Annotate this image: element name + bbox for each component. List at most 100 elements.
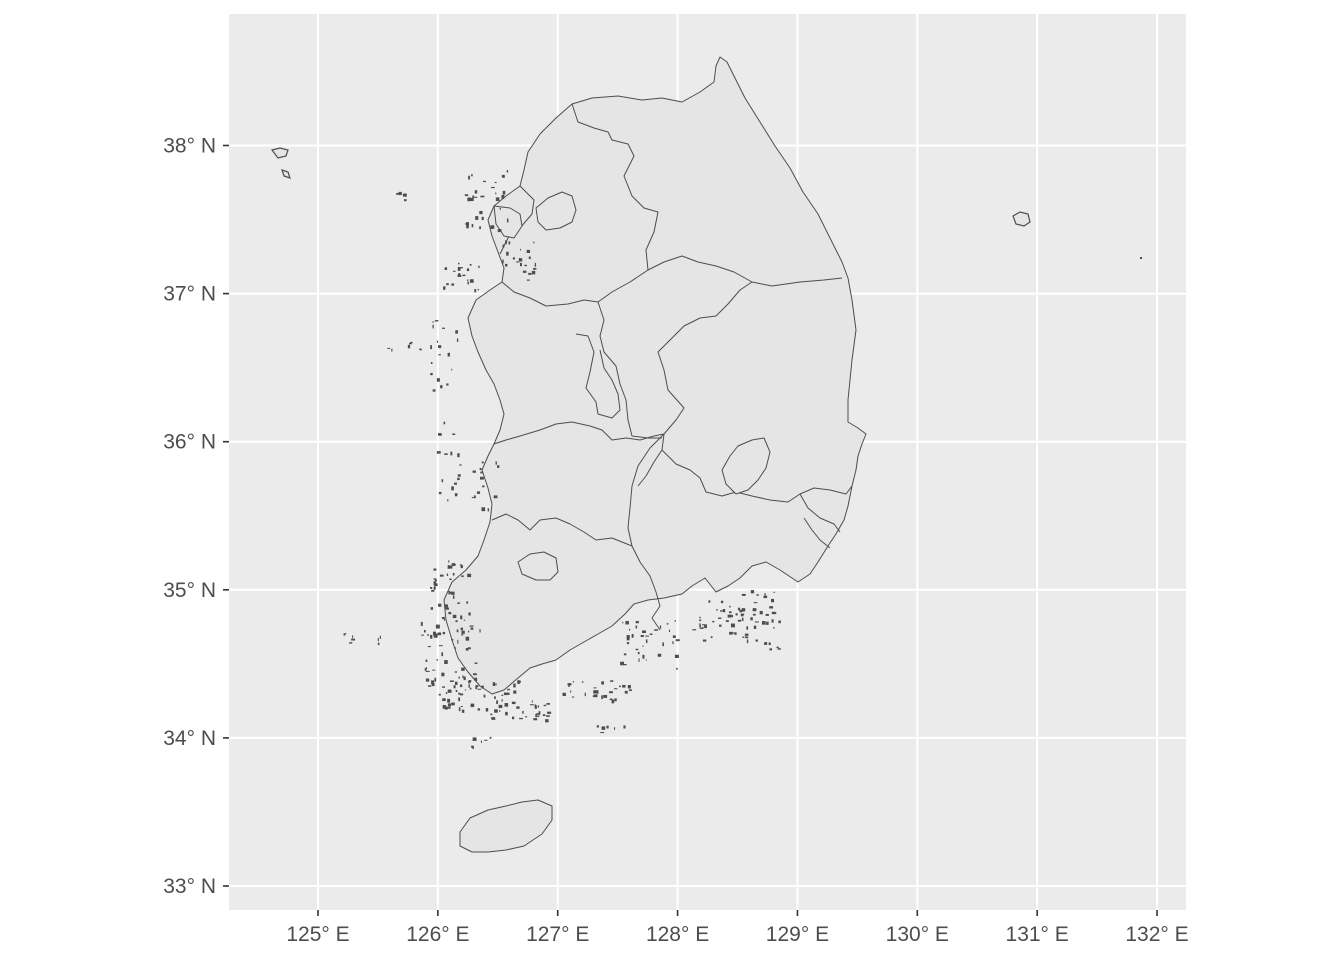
island-speck [645,639,648,644]
island-speck [398,191,402,196]
island-speck [469,263,472,266]
island-speck [438,491,442,495]
island-speck [387,347,391,349]
y-tick-label-38: 38° N [163,135,216,158]
island-speck [750,590,755,594]
island-speck [423,629,426,633]
island-speck [628,689,632,692]
y-tick-label-33: 33° N [163,875,216,898]
island-speck [459,464,462,466]
island-speck [431,680,435,685]
island-speck [441,672,445,677]
island-speck [674,654,679,658]
island-speck [458,267,461,271]
island-speck [481,216,484,221]
island-speck [741,608,746,612]
island-speck [508,241,511,245]
island-speck [476,491,481,494]
island-speck [469,625,474,627]
island-speck [622,684,626,688]
island-speck [451,591,455,595]
island-speck [627,684,631,689]
island-speck [744,636,749,639]
island-speck [409,343,412,345]
island-speck [457,266,460,271]
island-speck [434,583,438,587]
island-speck [377,642,380,646]
island-speck [498,704,503,709]
island-speck [425,670,430,672]
island-speck [479,467,482,471]
island-speck [497,229,502,233]
island-speck [662,642,664,647]
island-speck [430,607,433,610]
island-speck [720,610,723,612]
island-speck [459,684,463,688]
island-speck [349,642,353,644]
island-speck [424,668,427,671]
island-speck [718,617,722,619]
island-speck [442,698,446,702]
island-speck [531,270,536,275]
island-speck [518,258,523,262]
island-speck [702,624,705,626]
island-speck [741,593,746,596]
island-speck [699,619,702,622]
island-speck [452,270,456,272]
island-speck [467,573,472,578]
island-speck [722,609,726,613]
island-speck [638,658,640,662]
island-speck [737,607,741,611]
island-speck [478,265,480,269]
island-speck [774,612,777,614]
island-speck [447,565,450,569]
island-speck [467,647,471,650]
island-speck [526,279,530,281]
axis-ticks [223,144,1158,916]
island-speck [451,368,453,371]
island-speck [601,681,605,685]
island-speck [445,607,449,610]
island-speck [438,433,442,436]
island-speck [502,190,506,195]
island-speck [720,600,724,604]
island-speck [447,698,451,703]
island-speck [419,348,422,351]
island-speck [642,654,645,659]
island-speck [699,623,701,628]
island-speck [626,635,630,639]
island-speck [491,717,496,720]
island-speck [771,598,775,603]
island-speck [451,702,455,706]
island-speck [571,696,575,698]
island-speck [481,507,486,512]
island-speck [624,690,628,694]
island-speck [547,711,552,714]
island-speck [769,606,774,609]
island-speck [495,197,500,202]
island-speck [524,716,528,718]
island-speck [699,625,701,629]
island-speck [570,690,572,693]
island-speck [519,680,521,683]
island-speck [477,708,481,711]
island-speck [593,690,597,694]
island-speck [534,268,537,270]
island-speck [480,740,482,743]
island-speck [505,711,508,716]
island-speck [480,476,484,480]
island-speck [771,619,774,623]
island-speck [642,645,644,647]
island-speck [352,635,354,638]
island-speck [732,632,735,634]
island-speck [460,627,464,631]
island-speck [601,695,603,700]
island-speck [503,692,508,696]
island-speck [654,629,659,631]
island-speck [444,706,448,710]
island-speck [475,216,479,220]
island-speck [505,242,507,245]
island-speck [459,267,463,269]
island-speck [522,710,524,714]
island-speck [546,703,550,705]
